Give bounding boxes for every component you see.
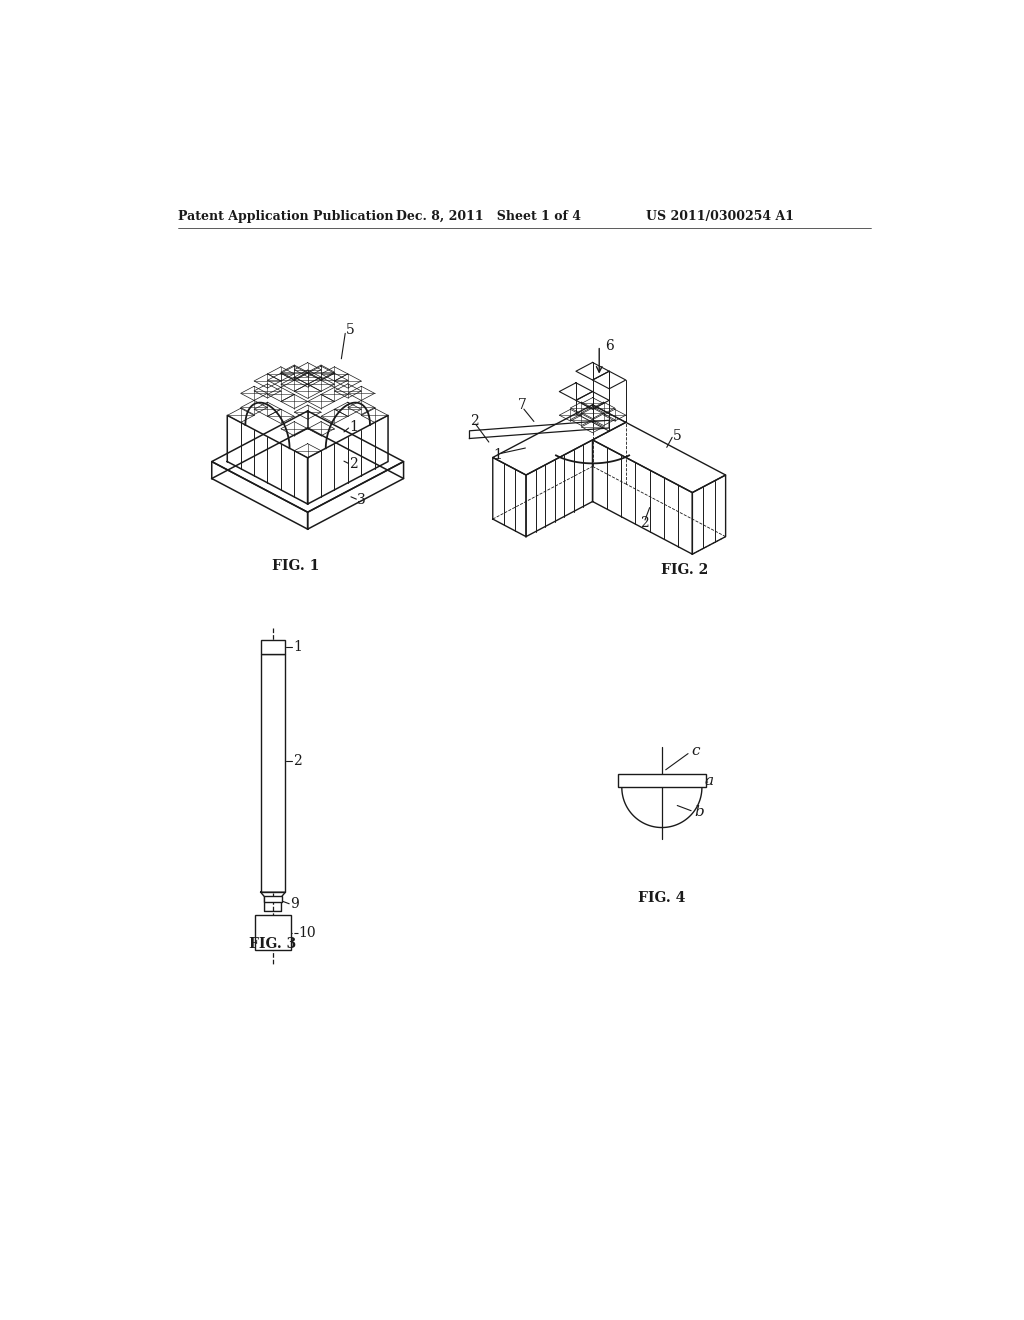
Text: 7: 7 [518,399,526,412]
Text: FIG. 3: FIG. 3 [250,937,297,950]
Text: 3: 3 [357,492,366,507]
Text: 2: 2 [293,754,302,768]
Text: 5: 5 [346,323,354,338]
Bar [261,640,286,653]
Text: FIG. 2: FIG. 2 [662,564,709,577]
Text: FIG. 1: FIG. 1 [272,560,319,573]
Text: 5: 5 [673,429,682,442]
Text: 2: 2 [349,457,358,471]
Bar [255,915,291,950]
Text: FIG. 4: FIG. 4 [638,891,685,904]
Text: 6: 6 [605,339,614,352]
Text: 1: 1 [293,640,302,653]
Text: Patent Application Publication: Patent Application Publication [178,210,394,223]
Text: 2: 2 [470,414,478,428]
Bar [617,774,707,788]
Text: c: c [691,743,699,758]
Text: 1: 1 [349,420,358,433]
Text: 9: 9 [290,896,299,911]
Text: a: a [705,774,714,788]
Text: 2: 2 [640,516,648,531]
Text: US 2011/0300254 A1: US 2011/0300254 A1 [646,210,795,223]
Bar [261,653,286,892]
Text: Dec. 8, 2011   Sheet 1 of 4: Dec. 8, 2011 Sheet 1 of 4 [396,210,582,223]
Text: 10: 10 [298,925,316,940]
Bar [264,896,283,903]
Text: b: b [694,804,703,818]
Text: 1: 1 [493,447,502,462]
